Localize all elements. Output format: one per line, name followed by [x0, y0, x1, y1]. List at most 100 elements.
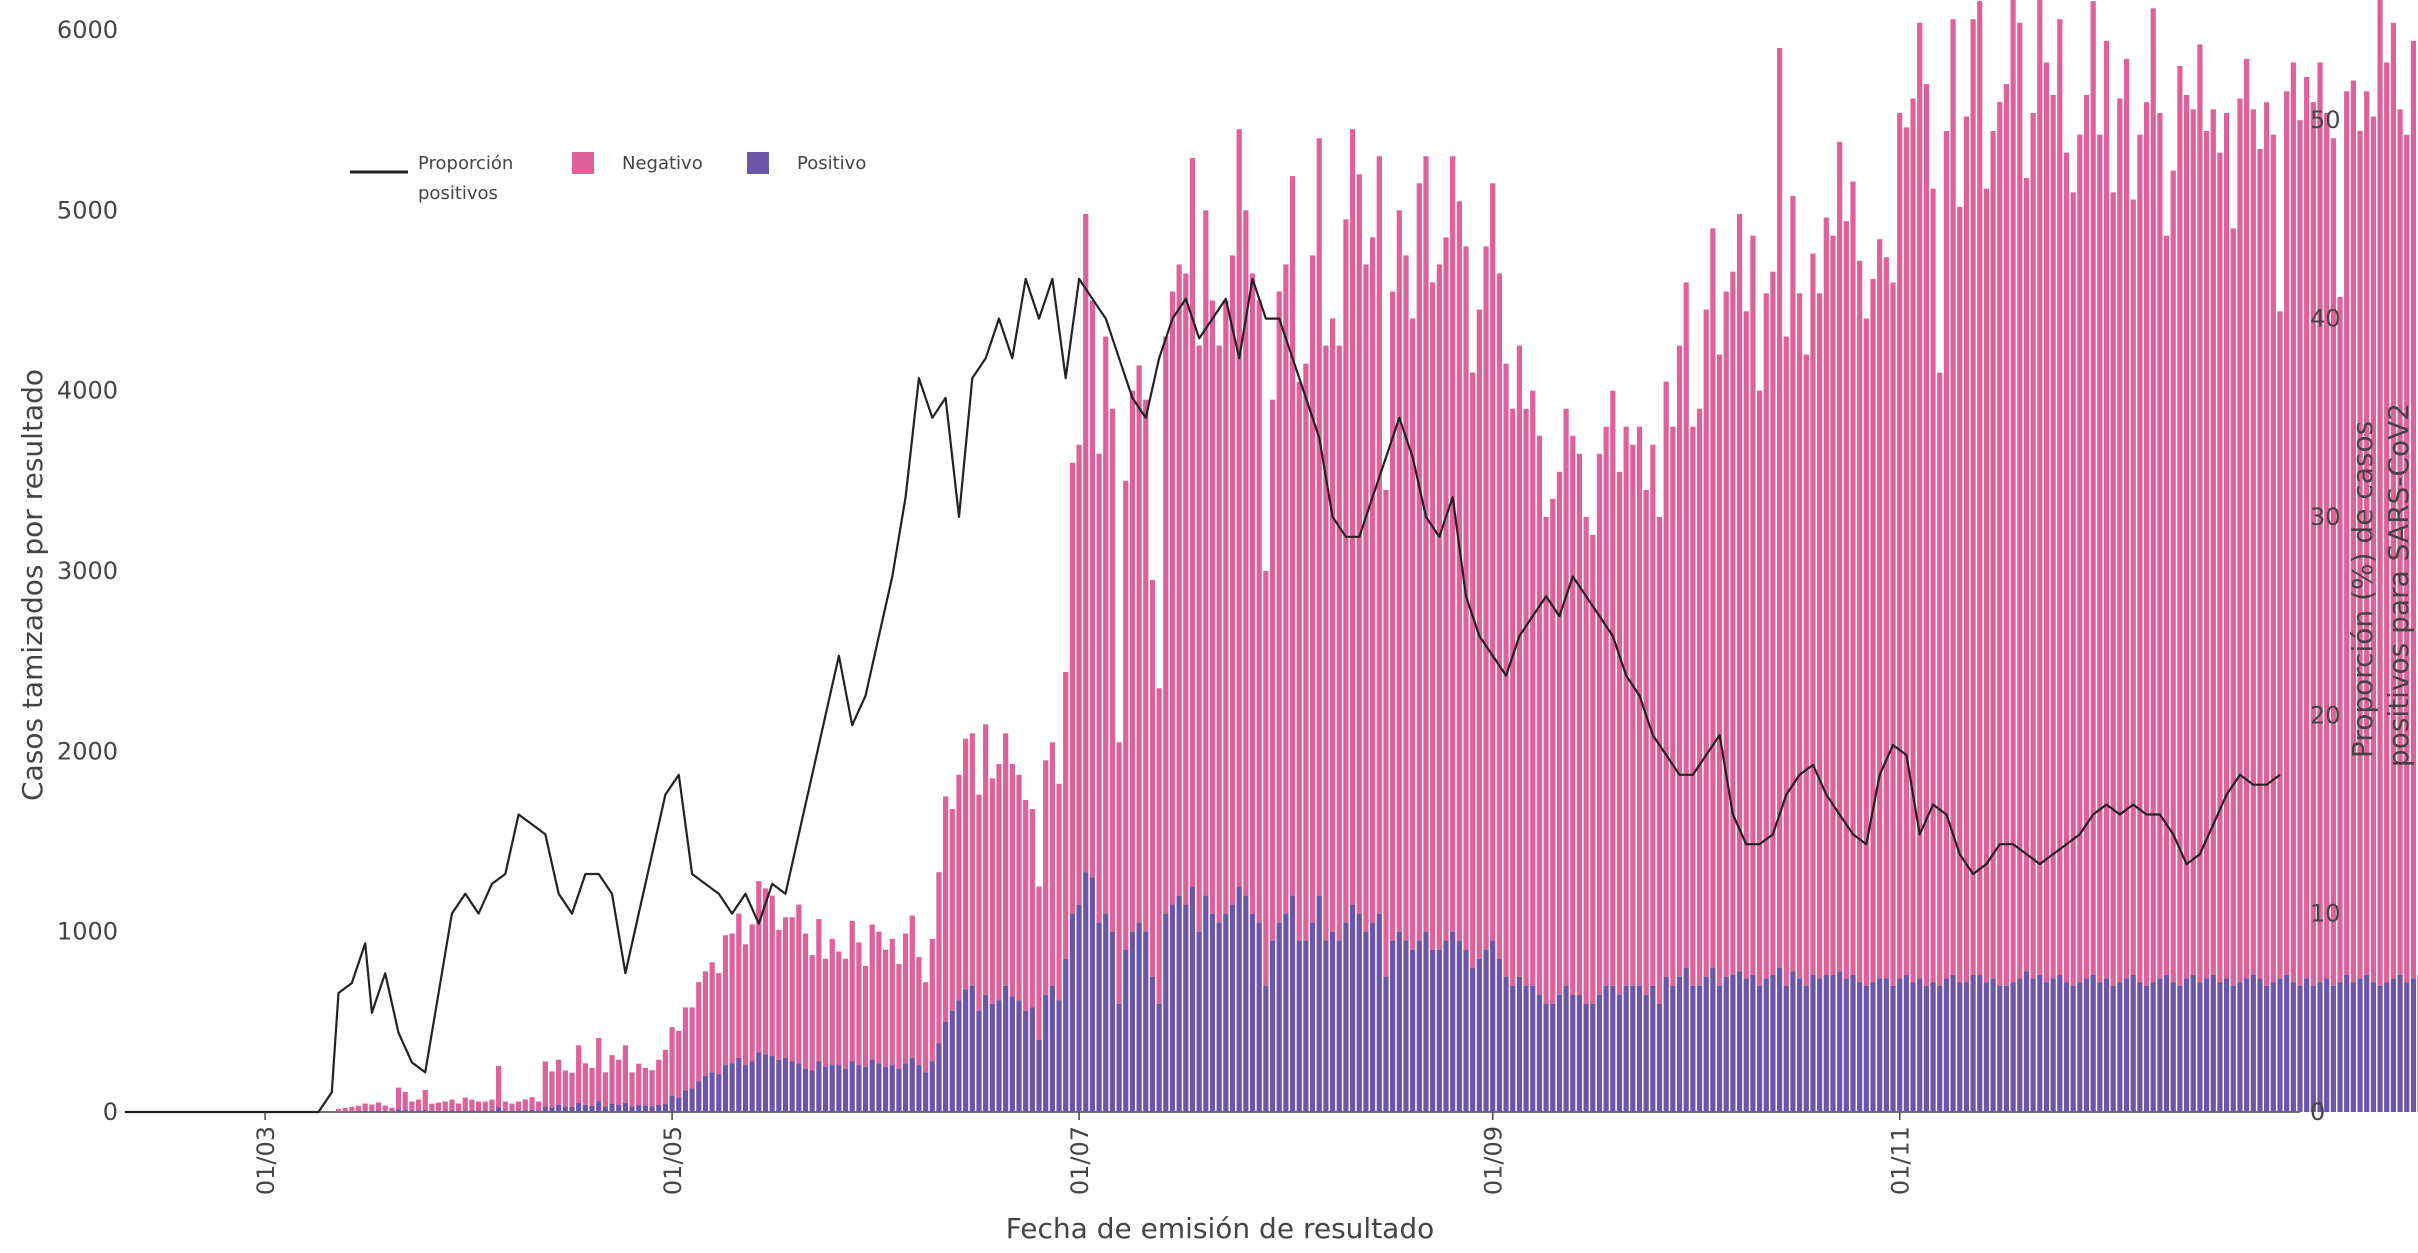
positivo-bar	[1383, 977, 1388, 1112]
positivo-bar	[1650, 986, 1655, 1112]
negativo-bar	[1630, 445, 1635, 986]
positivo-bar	[2371, 982, 2376, 1112]
positivo-bar	[1437, 950, 1442, 1112]
y2-tick-label: 50	[2310, 106, 2341, 134]
negativo-bar	[449, 1100, 454, 1111]
proporcion-positivos-line	[125, 279, 2280, 1112]
positivo-bar	[956, 1000, 961, 1112]
positivo-bar	[2297, 986, 2302, 1112]
negativo-bar	[676, 1031, 681, 1098]
negativo-bar	[1944, 131, 1949, 979]
negativo-bar	[2077, 135, 2082, 983]
positivo-bar	[790, 1062, 795, 1112]
positivo-bar	[369, 1111, 374, 1112]
negativo-bar	[2157, 113, 2162, 979]
y-tick-label: 0	[103, 1098, 118, 1126]
positivo-bar	[1497, 959, 1502, 1112]
positivo-bar	[523, 1110, 528, 1112]
negativo-bar	[1230, 255, 1235, 904]
positivo-bar	[890, 1065, 895, 1112]
positivo-bar	[496, 1107, 501, 1112]
negativo-bar	[770, 896, 775, 1056]
negativo-bar	[1677, 346, 1682, 977]
negativo-bar	[363, 1104, 368, 1111]
negativo-bar	[1724, 291, 1729, 976]
negativo-bar	[1317, 138, 1322, 895]
negativo-bar	[1437, 264, 1442, 949]
positivo-bar	[509, 1111, 514, 1112]
negativo-bar	[1684, 282, 1689, 967]
positivo-bar	[363, 1111, 368, 1112]
negativo-bar	[830, 939, 835, 1065]
positivo-bar	[2091, 975, 2096, 1112]
positivo-bar	[816, 1062, 821, 1112]
positivo-bar	[483, 1111, 488, 1112]
positivo-bar	[1310, 923, 1315, 1112]
negativo-bar	[416, 1100, 421, 1111]
negativo-bar	[1056, 784, 1061, 1000]
positivo-bar	[2191, 975, 2196, 1112]
negativo-bar	[543, 1062, 548, 1107]
positivo-bar	[1744, 979, 1749, 1112]
negativo-bar	[596, 1038, 601, 1101]
positivo-bar	[1870, 982, 1875, 1112]
y2-axis-title-line2: positivos para SARS-CoV2	[2382, 403, 2415, 767]
negativo-bar	[1310, 255, 1315, 922]
positivo-bar	[469, 1110, 474, 1112]
positivo-bar	[1163, 914, 1168, 1112]
negativo-bar	[1430, 282, 1435, 949]
negativo-bar	[1490, 183, 1495, 940]
positivo-bar	[870, 1060, 875, 1112]
positivo-bar	[2357, 979, 2362, 1112]
negativo-bar	[2277, 311, 2282, 978]
positivo-bar	[1637, 986, 1642, 1112]
y-axis-title: Casos tamizados por resultado	[16, 369, 49, 801]
positivo-bar	[1570, 995, 1575, 1112]
positivo-bar	[1577, 995, 1582, 1112]
positivo-bar	[1664, 977, 1669, 1112]
positivo-bar	[576, 1103, 581, 1112]
positivo-bar	[2337, 982, 2342, 1112]
y2-tick-label: 10	[2310, 900, 2341, 928]
positivo-bar	[1116, 1004, 1121, 1112]
negativo-bar	[1417, 183, 1422, 940]
negativo-bar	[503, 1102, 508, 1111]
positivo-bar	[1550, 1004, 1555, 1112]
positivo-bar	[1443, 941, 1448, 1112]
positivo-bar	[1844, 979, 1849, 1112]
positivo-bar	[963, 989, 968, 1112]
negativo-bar	[1517, 346, 1522, 977]
positivo-bar	[723, 1065, 728, 1112]
positivo-bar	[1070, 914, 1075, 1112]
negativo-bar	[1197, 346, 1202, 932]
positivo-bar	[1877, 979, 1882, 1112]
positivo-bar	[1817, 979, 1822, 1112]
negativo-bar	[1570, 436, 1575, 995]
negativo-bar	[1450, 156, 1455, 931]
negativo-bar	[2037, 0, 2042, 975]
negativo-bar	[1844, 221, 1849, 978]
negativo-bar	[1150, 580, 1155, 977]
negativo-bar	[369, 1105, 374, 1111]
positivo-bar	[1016, 1000, 1021, 1112]
negativo-bar	[1250, 273, 1255, 913]
negativo-bar	[1076, 445, 1081, 905]
negativo-bar	[1143, 400, 1148, 932]
positivo-bar	[836, 1065, 841, 1112]
negativo-bar	[2137, 135, 2142, 983]
negativo-bar	[649, 1070, 654, 1106]
positivo-bar	[2244, 979, 2249, 1112]
positivo-bar	[1490, 941, 1495, 1112]
negativo-bar	[1157, 688, 1162, 1004]
negativo-bar	[696, 982, 701, 1081]
y-tick-label: 4000	[57, 377, 118, 405]
positivo-bar	[796, 1063, 801, 1112]
negativo-bar	[1363, 264, 1368, 931]
negativo-bar	[2004, 84, 2009, 986]
negativo-bar	[723, 935, 728, 1065]
negativo-bar	[1897, 113, 1902, 979]
negativo-bar	[1543, 517, 1548, 1004]
negativo-bar	[1610, 391, 1615, 986]
negativo-bar	[469, 1100, 474, 1111]
positivo-bar	[1770, 975, 1775, 1112]
